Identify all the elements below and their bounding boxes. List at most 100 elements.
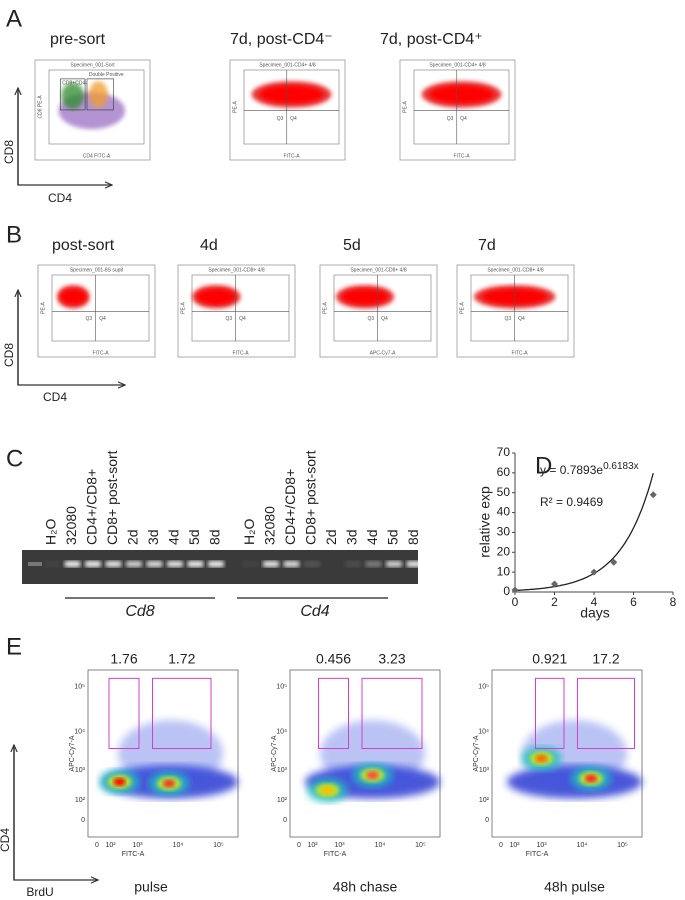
axis-label: CD8 [2, 343, 16, 367]
gene-label: Cd8 [125, 603, 154, 620]
y-axis-label: PE-A [402, 101, 408, 113]
x-axis-label: FITC-A [232, 350, 249, 356]
x-tick-label: 10⁴ [173, 842, 184, 849]
lane-label: 8d [207, 529, 223, 545]
gel-band [44, 561, 60, 567]
x-tick-label: 10⁵ [415, 842, 426, 849]
x-tick-label: 8 [670, 595, 677, 609]
y-tick-label: 10⁴ [276, 729, 287, 736]
gel-band [208, 561, 224, 567]
data-point [590, 568, 598, 576]
cell-cloud [61, 82, 85, 110]
quadrant-label: Q3 [505, 316, 512, 322]
lane-label: CD8+ post-sort [303, 450, 319, 545]
quadrant-label: Q3 [86, 316, 93, 322]
plot-header: Specimen_001-8S sup8 [70, 267, 124, 273]
y-axis-label: PE-A [180, 302, 186, 314]
gel-band [406, 561, 423, 567]
cell-cloud [585, 774, 597, 783]
x-tick-label: 10² [105, 842, 116, 849]
cell-cloud [196, 288, 236, 305]
plot-caption: 48h chase [333, 879, 398, 895]
x-axis-label: FITC-A [283, 153, 300, 159]
flow-plot: Specimen_001-CD4+ 4/8 FITC-A PE-A Q3 Q4 [229, 59, 346, 161]
y-tick-label: 10² [479, 797, 490, 804]
equation-part: x [634, 461, 639, 472]
axis-label: BrdU [26, 885, 53, 899]
flow-plot: Specimen_001-CD8+ 4/8 FITC-A PE-A Q3 Q4 [177, 264, 296, 358]
lane-label: 8d [405, 529, 421, 545]
axis-label: CD8 [2, 140, 16, 164]
y-tick-label: 70 [497, 445, 511, 459]
cell-cloud [163, 779, 175, 788]
x-tick-label: 0 [499, 842, 503, 849]
y-tick-label: 10³ [75, 767, 86, 774]
cell-cloud [118, 720, 223, 787]
fit-curve [514, 473, 654, 592]
y-axis-label: PE-A [232, 101, 238, 113]
x-axis-label: days [580, 605, 610, 621]
y-tick-label: 10⁵ [74, 684, 85, 691]
equation-part: 0.6183 [603, 461, 634, 472]
x-tick-label: 10³ [132, 842, 143, 849]
gate-frequency: 0.921 [532, 651, 567, 667]
y-tick-label: 40 [497, 505, 511, 519]
quadrant-label: Q4 [518, 316, 525, 322]
gel-band [126, 561, 142, 567]
gene-label: Cd4 [300, 603, 329, 620]
quadrant-label: Q4 [99, 316, 106, 322]
y-tick-label: 10⁵ [276, 684, 287, 691]
y-tick-label: 30 [497, 525, 511, 539]
lane-label: H₂O [241, 518, 257, 545]
gate-frequency: 1.72 [168, 651, 195, 667]
cell-cloud [88, 81, 108, 108]
x-tick-label: 10² [307, 842, 318, 849]
equation-part: 0.7893 [560, 463, 597, 477]
axis-label: CD4 [0, 828, 12, 852]
lane-label: 32080 [63, 506, 79, 545]
gate-frequency: 3.23 [378, 651, 405, 667]
plot-area [51, 274, 150, 342]
x-axis-label: FITC-A [511, 350, 528, 356]
y-tick-label: 10⁵ [478, 684, 489, 691]
lane-label: 5d [186, 529, 202, 545]
gel-band [386, 561, 402, 567]
plot-header: Specimen_001-CD8+ 4/8 [350, 267, 407, 273]
y-axis-label: relative exp [477, 486, 493, 558]
plot-header: Specimen_001-CD8+ 4/8 [487, 267, 544, 273]
lane-label: 3d [344, 529, 360, 545]
y-tick-label: 10³ [277, 767, 288, 774]
data-point [511, 586, 519, 594]
x-tick-label: 10² [509, 842, 520, 849]
x-tick-label: 10⁴ [577, 842, 588, 849]
lane-label: H₂O [43, 518, 59, 545]
plot-caption: pulse [134, 879, 168, 895]
data-point [551, 580, 558, 588]
x-tick-label: 6 [630, 595, 637, 609]
gel-band [85, 561, 101, 567]
data-point [649, 491, 657, 499]
y-axis-label: PE-A [322, 302, 328, 314]
cell-cloud [535, 754, 548, 763]
y-axis-label: APC-Cy7-A [69, 735, 76, 772]
gate [152, 677, 212, 749]
flow-plot [289, 669, 441, 838]
cell-cloud [341, 288, 389, 305]
gate [86, 78, 114, 111]
x-tick-label: 10³ [536, 842, 547, 849]
x-tick-label: 10⁵ [617, 842, 628, 849]
lane-label: 32080 [262, 506, 278, 545]
y-axis-label: CD8 PE-A [37, 95, 43, 119]
y-tick-label: 10² [75, 797, 86, 804]
panel-letter: B [6, 221, 22, 248]
plot-title: 7d, post-CD4⁻ [230, 31, 333, 48]
fit-equation: y = 0.7893e0.6183x [540, 461, 639, 478]
flow-plot [491, 669, 643, 838]
quadrant-label: Q4 [460, 116, 467, 122]
plot-title: 5d [343, 237, 361, 254]
gel-band [365, 561, 382, 567]
plot-header: Specimen_001-CD4+ 4/8 [259, 62, 316, 68]
plot-area [191, 274, 290, 342]
quadrant-label: Q4 [290, 116, 297, 122]
